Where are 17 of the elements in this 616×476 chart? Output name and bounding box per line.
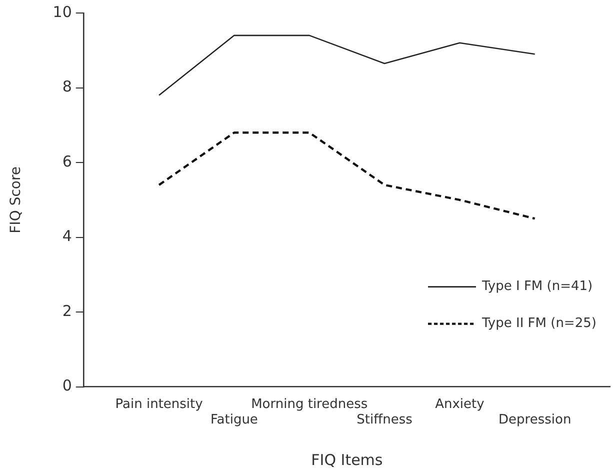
x-axis-title: FIQ Items xyxy=(311,450,383,469)
y-tick-label: 0 xyxy=(62,376,72,395)
x-tick-label: Morning tiredness xyxy=(251,396,368,412)
y-tick-label: 6 xyxy=(62,152,72,170)
y-tick-label: 4 xyxy=(62,227,72,246)
x-tick-label: Pain intensity xyxy=(115,396,204,412)
x-tick-label: Depression xyxy=(498,412,572,428)
legend-label: Type I FM (n=41) xyxy=(481,279,593,294)
x-tick-label: Anxiety xyxy=(435,396,485,412)
y-axis-title: FIQ Score xyxy=(8,166,24,234)
y-tick-label: 10 xyxy=(52,2,72,21)
line-series xyxy=(158,132,536,220)
y-tick-label: 8 xyxy=(62,78,72,96)
x-tick-label: Fatigue xyxy=(210,412,258,428)
legend-label: Type II FM (n=25) xyxy=(481,316,596,332)
y-tick-label: 2 xyxy=(62,302,72,320)
x-tick-label: Stiffness xyxy=(356,412,413,428)
